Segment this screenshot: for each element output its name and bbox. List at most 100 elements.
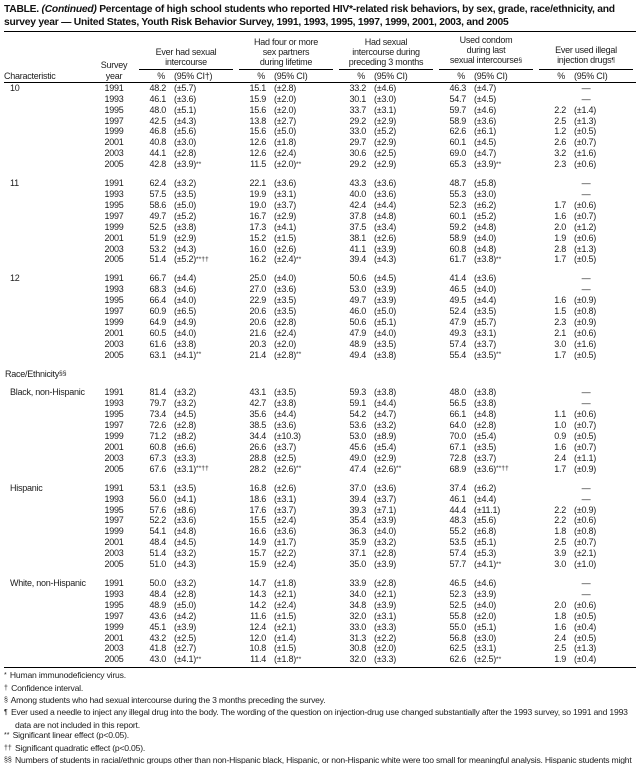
percent-value: 53.1 (149, 482, 166, 493)
percent-value: 54.1 (149, 526, 166, 537)
percent-value: 50.6 (349, 316, 367, 327)
ci-value: (±3.6) (374, 188, 396, 199)
footnote-marker: ** (4, 732, 10, 740)
percent-value: 56.0 (149, 493, 166, 504)
survey-year-cell: 1991 (104, 178, 124, 189)
ci-value: (±5.7) (174, 82, 196, 93)
percent-value: 34.0 (349, 588, 367, 599)
percent-value: 46.5 (449, 284, 467, 295)
percent-value: 69.0 (449, 148, 467, 159)
percent-value: 10.8 (249, 643, 267, 654)
ci-value: (±2.0) (374, 643, 396, 654)
footnote-marker: * (4, 672, 7, 680)
footnote-marker: ** (295, 655, 302, 663)
ci-value: (±0.8) (574, 526, 596, 537)
ci-value: (±3.6)**†† (474, 463, 509, 474)
survey-year-cell: 1999 (104, 126, 124, 137)
survey-year-cell: 1997 (104, 210, 124, 221)
footnote-text: Numbers of students in racial/ethnic gro… (14, 755, 632, 764)
ci-header: (95% CI) (473, 69, 537, 83)
percent-value: 54.2 (349, 409, 367, 420)
percent-value: 48.4 (149, 588, 166, 599)
ci-value: (±5.1) (374, 316, 396, 327)
ci-value: (±0.6) (574, 599, 596, 610)
ci-value: (±2.9) (174, 232, 196, 243)
ci-value: (±1.5) (274, 643, 296, 654)
percent-value: 34.8 (349, 599, 367, 610)
percent-value: 0.9 (554, 431, 567, 442)
percent-value: 62.6 (449, 126, 467, 137)
table-row: 1999 45.1 (±3.9) 12.4 (±2.1) 33.0 (±3.3) 55.0 (±… (4, 622, 636, 633)
percent-value: 2.5 (554, 643, 567, 654)
ci-value: (±4.4) (374, 199, 396, 210)
ci-value: (±3.9) (374, 515, 396, 526)
percent-value: 57.4 (449, 548, 467, 559)
ci-value: (±1.3) (574, 115, 596, 126)
percent-value: 28.2 (249, 463, 267, 474)
ci-value: (±8.2) (174, 431, 196, 442)
percent-value: 52.5 (149, 221, 166, 232)
ci-value: (±3.9) (474, 588, 496, 599)
ci-value: (±3.1) (374, 104, 396, 115)
ci-value: (±2.5) (274, 452, 296, 463)
percent-value: 12.4 (249, 621, 267, 632)
survey-year-cell: 1995 (104, 199, 124, 210)
percent-value: 53.6 (349, 420, 367, 431)
percent-value: 2.0 (554, 221, 567, 232)
ci-value: (±3.0) (374, 93, 396, 104)
ci-value: (±3.1) (274, 188, 296, 199)
percent-value: 53.0 (349, 431, 367, 442)
table-row: 2001 60.8 (±6.6) 26.6 (±3.7) 45.6 (±5.4) 67.1 (±… (4, 442, 636, 453)
ci-value: (±4.7) (474, 148, 496, 159)
footnote: † Confidence interval. (4, 683, 635, 695)
ci-value: (±3.7) (374, 493, 396, 504)
ci-value: (±0.7) (574, 537, 596, 548)
ci-value: (±4.1)** (174, 349, 202, 360)
percent-value: 58.9 (449, 232, 467, 243)
ci-value: (±2.8) (474, 420, 496, 431)
table-row: 2005 63.1 (±4.1)** 21.4 (±2.8)** 49.4 (±3.8) 55… (4, 350, 636, 363)
percent-value: 55.3 (449, 188, 467, 199)
survey-year-cell: 2001 (104, 232, 124, 243)
ci-value: (±2.0) (474, 610, 496, 621)
survey-year-cell: 1991 (104, 273, 124, 284)
survey-year-cell: 1997 (104, 420, 124, 431)
ci-value: (±3.5) (274, 295, 296, 306)
ci-value: (±3.2) (174, 387, 196, 398)
ci-value: (±4.4) (474, 493, 496, 504)
ci-value: (±4.8) (374, 210, 396, 221)
table-row: 1995 48.0 (±5.1) 15.6 (±2.0) 33.7 (±3.1) 59.7 (±… (4, 105, 636, 116)
percent-value: 15.5 (249, 515, 267, 526)
table-row: 1995 58.6 (±5.0) 19.0 (±3.7) 42.4 (±4.4) 52.3 (±… (4, 200, 636, 211)
survey-year-cell: 1993 (104, 93, 124, 104)
ci-value: (±2.1) (274, 621, 296, 632)
percent-value: 1.6 (554, 621, 567, 632)
percent-value: 71.2 (149, 431, 166, 442)
survey-year-cell: 2005 (104, 349, 124, 360)
percent-value: 20.3 (249, 338, 267, 349)
ci-value: (±3.6) (374, 482, 396, 493)
percent-value: 43.6 (149, 610, 166, 621)
ci-value: (±3.5)** (474, 349, 502, 360)
ci-value: (±3.6) (474, 273, 496, 284)
percent-value: 43.3 (349, 178, 367, 189)
percent-value: 26.6 (249, 442, 267, 452)
ci-value: (±1.7) (274, 537, 296, 548)
survey-year-cell: 1991 (104, 577, 124, 588)
ci-value: (±5.1) (474, 537, 496, 548)
percent-value: 49.0 (349, 452, 367, 463)
percent-value: 55.4 (449, 349, 467, 360)
percent-value: 52.4 (449, 306, 467, 317)
table-row: 10 1991 48.2 (±5.7) 15.1 (±2.8) 33.2 (±4.6) 46.3… (4, 82, 636, 93)
survey-year-cell: 1999 (104, 621, 124, 632)
characteristic-label: 12 (10, 273, 20, 284)
survey-year-cell: 2003 (104, 148, 124, 159)
ci-value: (±0.6) (574, 159, 596, 170)
percent-value: 2.8 (554, 243, 567, 254)
percent-header: % (436, 69, 474, 83)
ci-value: (±4.3) (174, 559, 196, 570)
ci-value: (±1.4) (274, 632, 296, 643)
ci-value: (±0.5) (574, 349, 596, 360)
percent-value: 57.7 (449, 559, 467, 570)
